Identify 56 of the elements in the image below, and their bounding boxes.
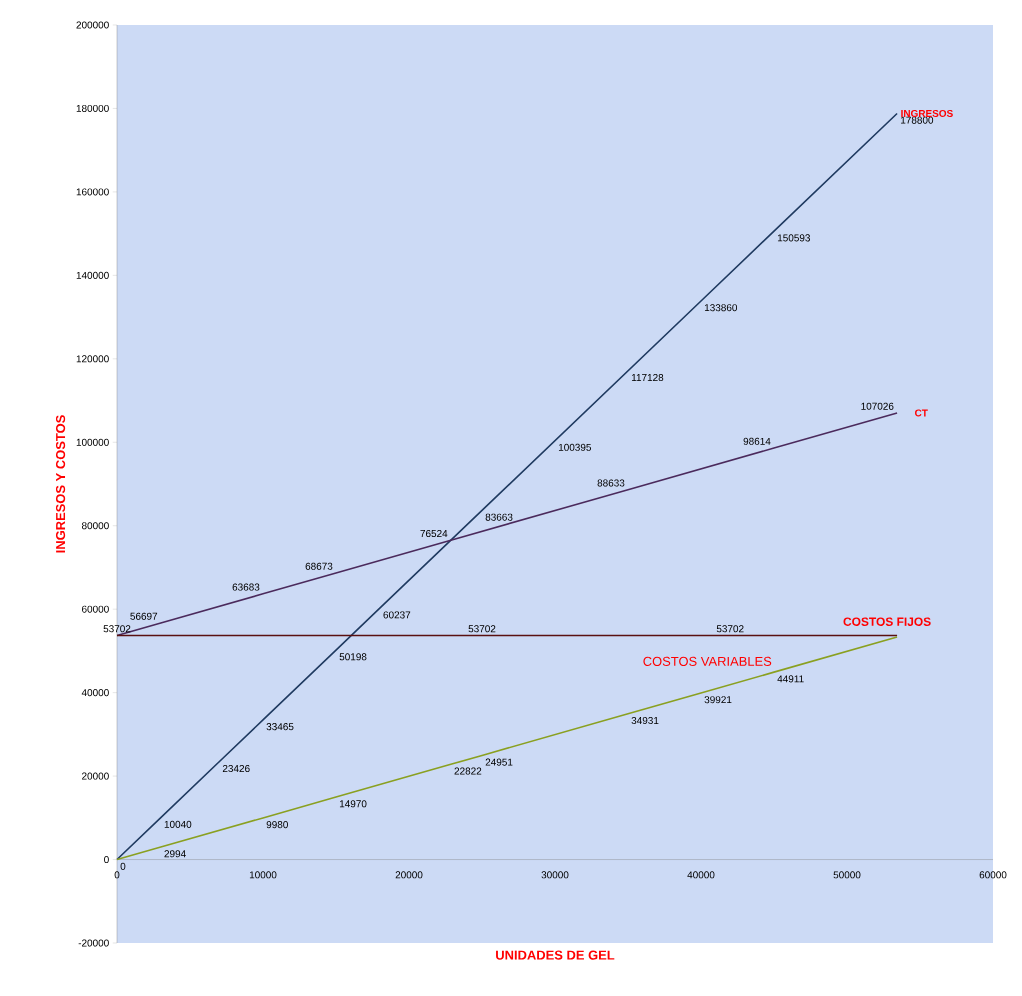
y-tick-label: 0 [104,856,109,864]
data-label: 107026 [861,402,894,410]
y-tick-label: 200000 [76,21,109,29]
series-label: INGRESOS [901,109,953,117]
data-label: 39921 [704,696,732,704]
line-series [116,636,898,861]
y-tick-label: -20000 [78,939,109,947]
x-tick-label: 60000 [979,871,1007,879]
x-tick-label: 40000 [687,871,715,879]
data-label: 24951 [485,758,513,766]
data-label: 88633 [597,479,625,487]
data-label: 98614 [743,437,771,445]
y-tick-label: 40000 [81,689,109,697]
data-label: 117128 [631,373,664,382]
series-label: CT [915,409,928,417]
x-tick-label: 0 [114,871,120,879]
data-label: 9980 [266,821,288,829]
y-tick-label: 120000 [76,355,109,363]
x-tick-label: 20000 [395,871,423,879]
data-label: 150593 [777,234,810,242]
y-tick-label: 100000 [76,438,109,446]
data-label: 56697 [130,612,158,620]
y-tick-label: 180000 [76,104,109,112]
data-label: 50198 [339,653,367,661]
x-axis-title: UNIDADES DE GEL [496,950,615,960]
x-tick-label: 10000 [249,871,277,879]
series-label: COSTOS VARIABLES [643,656,772,666]
data-label: 2994 [164,850,186,858]
data-label: 22822 [454,767,482,775]
x-tick-label: 30000 [541,871,569,879]
data-label: 0 [120,862,126,870]
data-label: 76524 [420,529,448,538]
data-label: 44911 [777,675,804,683]
y-tick-label: 60000 [82,605,109,613]
data-label: 100395 [558,443,592,451]
data-label: 34931 [631,716,659,725]
data-label: 23426 [222,764,250,773]
y-axis-title: INGRESOS Y COSTOS [55,415,66,553]
data-label: 133860 [704,304,738,312]
x-tick-label: 50000 [833,871,861,879]
data-label: 10040 [164,820,192,828]
series-label: COSTOS FIJOS [843,617,931,626]
data-label: 53702 [103,625,131,633]
y-tick-label: 140000 [76,271,109,279]
data-label: 14970 [339,800,367,808]
y-tick-label: 160000 [76,188,109,196]
data-label: 178800 [901,116,934,124]
data-label: 53702 [716,625,744,633]
y-tick-label: 80000 [81,522,109,530]
data-label: 33465 [266,723,294,731]
data-label: 53702 [468,625,496,633]
y-tick-label: 20000 [82,772,109,780]
data-label: 83663 [485,513,513,521]
data-label: 63683 [232,583,260,591]
data-label: 68673 [305,562,333,570]
data-label: 60237 [383,611,411,619]
